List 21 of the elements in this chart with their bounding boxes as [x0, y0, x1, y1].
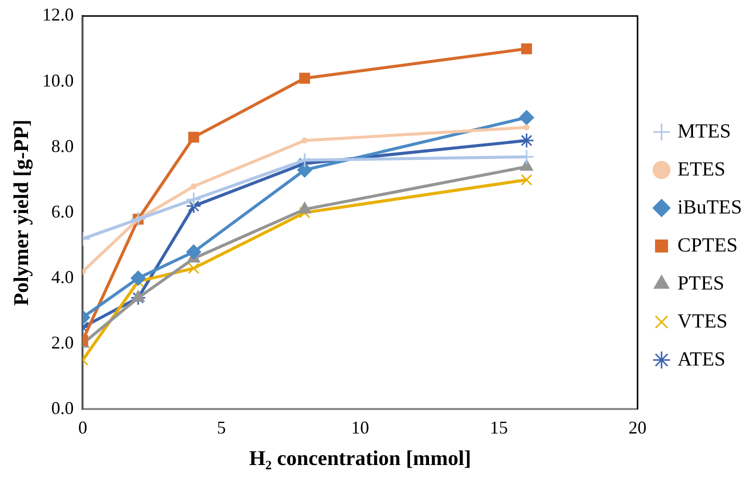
y-tick-label: 8.0 [51, 136, 74, 156]
legend-label: PTES [678, 272, 724, 294]
y-tick-label: 12.0 [42, 4, 74, 25]
legend-label: iBuTES [678, 196, 742, 218]
legend-label: ATES [678, 348, 726, 370]
x-tick-label: 5 [216, 418, 226, 438]
y-tick-label: 10.0 [42, 70, 74, 90]
x-tick-label: 20 [628, 418, 647, 438]
y-axis-title: Polymer yield [g-PP] [9, 119, 34, 306]
x-axis-title: H₂ concentration [mmol] [249, 446, 472, 470]
legend-label: VTES [678, 310, 728, 332]
y-tick-label: 6.0 [51, 201, 74, 222]
y-tick-label: 0.0 [51, 398, 74, 418]
y-tick-label: 4.0 [51, 266, 74, 287]
legend-label: MTES [678, 120, 731, 142]
legend-label: CPTES [678, 234, 738, 256]
legend-label: ETES [678, 158, 726, 180]
x-tick-label: 0 [78, 418, 88, 438]
x-tick-label: 10 [351, 418, 370, 438]
x-tick-label: 15 [490, 418, 508, 438]
y-tick-label: 2.0 [51, 332, 74, 352]
